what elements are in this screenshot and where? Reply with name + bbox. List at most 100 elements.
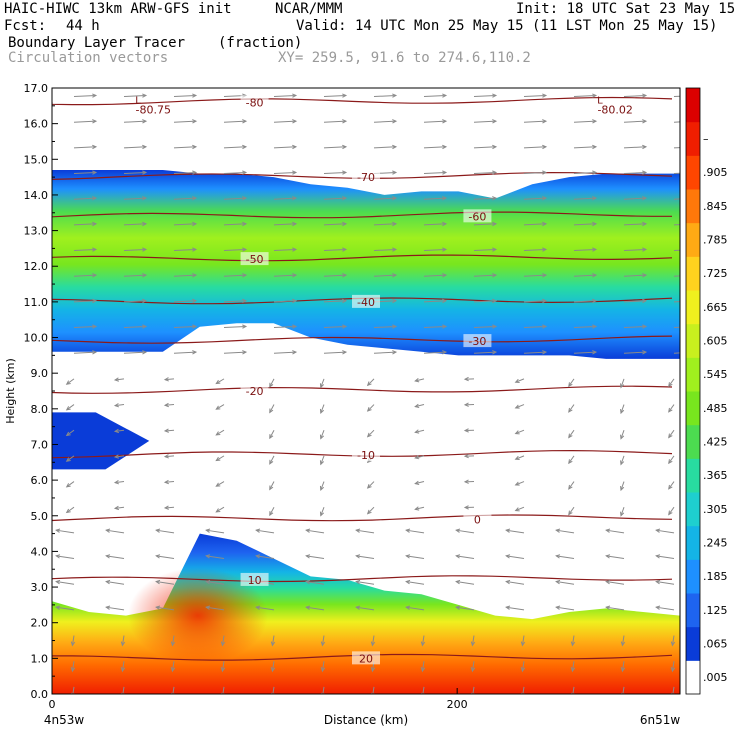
circulation-vector: [620, 481, 625, 491]
model-title: HAIC-HIWC 13km ARW-GFS init: [4, 1, 232, 17]
y-tick-label: 4.0: [31, 545, 49, 558]
circulation-arrowhead: [570, 641, 576, 647]
circulation-vector: [421, 635, 425, 646]
circulation-vector: [164, 506, 175, 509]
circulation-vector: [106, 555, 125, 560]
circulation-arrowhead: [520, 667, 526, 673]
circulation-arrowhead: [642, 350, 648, 355]
circulation-vector: [269, 429, 275, 439]
circulation-arrowhead: [142, 324, 148, 329]
y-tick-label: 2.0: [31, 617, 49, 630]
tracer-upper-layer: [52, 170, 680, 359]
y-tick-label: 15.0: [24, 153, 49, 166]
circulation-vector: [173, 248, 196, 252]
circulation-vector: [66, 404, 75, 411]
circulation-arrowhead: [155, 528, 161, 533]
circulation-arrowhead: [242, 221, 248, 227]
circulation-vector: [473, 146, 496, 149]
y-tick-label: 5.0: [31, 510, 49, 523]
circulation-arrowhead: [542, 144, 548, 150]
circulation-arrowhead: [642, 273, 648, 278]
circulation-arrowhead: [592, 196, 598, 201]
circulation-vector: [171, 661, 175, 672]
circulation-arrowhead: [514, 507, 520, 512]
circulation-arrowhead: [642, 196, 648, 201]
circulation-vector: [66, 455, 75, 462]
circulation-arrowhead: [392, 170, 398, 175]
circulation-vector: [273, 223, 296, 226]
circulation-vector: [423, 197, 446, 200]
circulation-arrowhead: [163, 428, 169, 433]
isotherm-label-bg: [352, 294, 380, 308]
colorbar-swatch: [686, 593, 700, 628]
center-label: NCAR/MMM: [275, 1, 343, 17]
circulation-vector: [673, 147, 680, 149]
circulation-vector: [406, 529, 425, 534]
circulation-arrowhead: [292, 298, 298, 304]
circulation-vector: [271, 661, 275, 672]
circulation-vector: [106, 581, 125, 585]
circulation-vector: [223, 248, 246, 252]
circulation-arrowhead: [292, 350, 298, 355]
circulation-arrowhead: [392, 247, 398, 252]
circulation-arrowhead: [642, 144, 648, 150]
circulation-arrowhead: [192, 196, 198, 201]
circulation-vector: [73, 120, 96, 123]
circulation-vector: [623, 351, 646, 354]
circulation-arrowhead: [292, 273, 298, 278]
field-name: Boundary Layer Tracer: [8, 35, 186, 51]
circulation-vector: [668, 404, 675, 413]
circulation-vector: [656, 529, 675, 534]
isotherm-label-bg: [240, 95, 269, 109]
circulation-vector: [206, 555, 225, 560]
circulation-vector: [623, 197, 646, 200]
circulation-vector: [73, 248, 96, 252]
circulation-arrowhead: [113, 480, 120, 485]
circulation-vector: [473, 94, 496, 98]
circulation-vector: [216, 506, 225, 513]
circulation-vector: [156, 529, 175, 534]
circulation-vector: [621, 635, 625, 646]
circulation-arrowhead: [192, 247, 198, 252]
circulation-arrowhead: [192, 273, 198, 278]
circulation-arrowhead: [292, 119, 298, 124]
circulation-arrowhead: [414, 506, 420, 511]
circulation-arrowhead: [542, 298, 548, 304]
circulation-vector: [606, 581, 625, 585]
circulation-arrowhead: [292, 221, 298, 227]
circulation-vector: [415, 455, 425, 459]
circulation-arrowhead: [492, 196, 498, 201]
y-tick-label: 10.0: [24, 332, 49, 345]
circulation-vector: [323, 248, 346, 252]
circulation-arrowhead: [105, 528, 111, 533]
circulation-arrowhead: [442, 144, 448, 150]
isotherm--50: [52, 254, 673, 262]
circulation-arrowhead: [414, 480, 420, 485]
circulation-vector: [273, 146, 296, 149]
circulation-vector: [623, 94, 646, 98]
y-tick-label: 1.0: [31, 652, 49, 665]
circulation-arrowhead: [670, 641, 676, 647]
circulation-vector: [306, 606, 325, 611]
isotherm-label: -50: [246, 253, 264, 266]
circulation-arrowhead: [192, 93, 198, 98]
circulation-vector: [356, 606, 375, 611]
circulation-arrowhead: [342, 119, 348, 124]
circulation-arrowhead: [113, 377, 120, 382]
circulation-vector: [473, 120, 496, 123]
circulation-arrowhead: [92, 324, 98, 329]
colorbar-label: .305: [703, 503, 728, 516]
circulation-arrowhead: [192, 298, 198, 304]
circulation-vector: [573, 351, 596, 354]
circulation-vector: [323, 300, 346, 303]
circulation-arrowhead: [92, 247, 98, 252]
isotherm--20: [52, 385, 673, 394]
circulation-vector: [171, 635, 175, 646]
circulation-arrowhead: [642, 324, 648, 329]
circulation-vector: [320, 430, 325, 439]
circulation-arrowhead: [355, 528, 361, 533]
circulation-arrowhead: [113, 428, 120, 434]
circulation-vector: [71, 661, 75, 672]
circulation-arrowhead: [142, 170, 148, 175]
circulation-arrowhead: [442, 324, 448, 329]
